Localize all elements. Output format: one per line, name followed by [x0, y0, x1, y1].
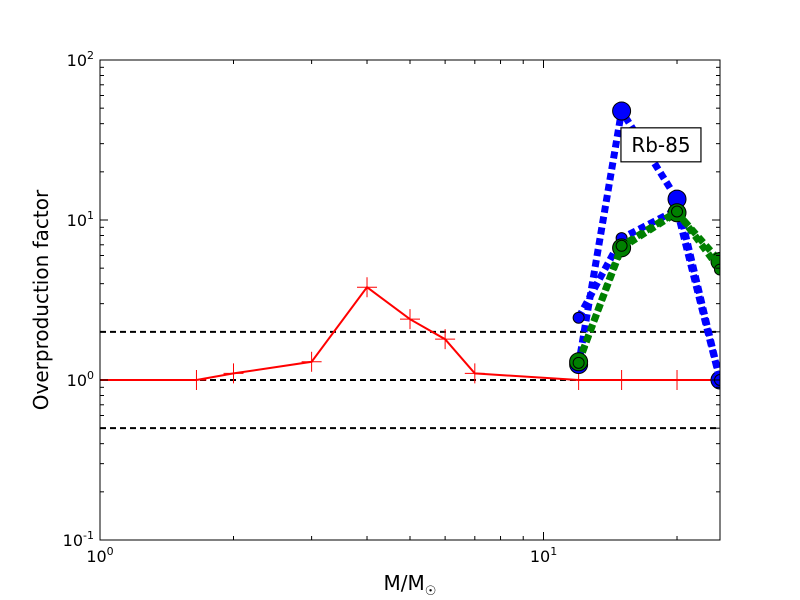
data-point	[186, 370, 207, 390]
y-axis-label: Overproduction factor	[29, 189, 53, 410]
data-point	[615, 239, 628, 252]
y-tick-label: 100	[67, 369, 94, 390]
data-point	[572, 356, 585, 369]
data-point	[357, 277, 378, 298]
data-point	[671, 205, 684, 218]
x-axis-label-main: M/M	[384, 571, 425, 595]
data-point	[464, 363, 485, 384]
annotation-label: Rb-85	[631, 133, 690, 157]
series-line-2	[575, 204, 720, 381]
x-tick-label: 100	[86, 545, 113, 566]
data-point	[612, 101, 632, 121]
data-point	[714, 263, 720, 276]
series-line-0	[100, 285, 720, 381]
y-tick-label: 102	[67, 49, 94, 70]
annotation-frame	[620, 127, 702, 163]
x-axis-label-subscript: ☉	[425, 584, 437, 599]
series-line-4	[575, 206, 720, 365]
annotation-box: Rb-85	[620, 127, 702, 163]
y-tick-label: 101	[67, 209, 94, 230]
series-0	[100, 277, 720, 390]
x-tick-label: 101	[530, 545, 557, 566]
series-4	[572, 205, 720, 369]
data-point	[435, 329, 456, 350]
data-point	[223, 363, 244, 384]
data-point	[400, 309, 420, 330]
y-tick-label: 10-1	[63, 529, 94, 550]
data-point	[611, 370, 632, 390]
x-axis-label: M/M☉	[384, 571, 437, 599]
data-point	[572, 311, 585, 324]
data-point	[301, 351, 322, 372]
data-point	[667, 370, 688, 390]
